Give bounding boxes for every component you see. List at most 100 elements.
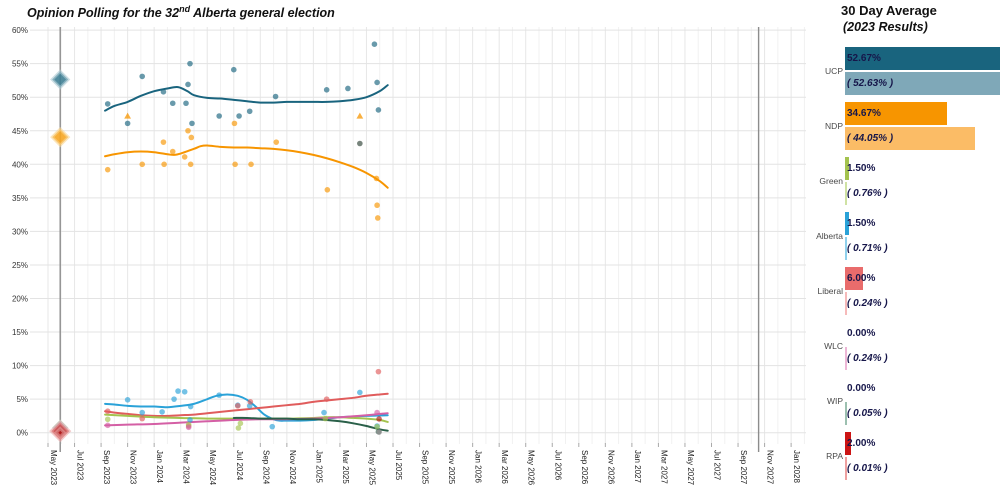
x-tick-label: Nov 2023 [129,450,138,485]
poll-point-ucp [183,100,189,107]
result-diamond-ucp [50,69,71,90]
party-group-green: Green 1.50% ( 0.76% ) [810,157,1000,207]
x-tick-label: May 2027 [686,450,695,486]
poll-point-alberta [159,409,165,415]
poll-point-ndp [373,175,380,182]
x-tick-label: Jul 2026 [553,450,562,481]
poll-point-ndp [188,134,195,141]
x-tick-label: Mar 2024 [182,450,191,484]
x-tick-label: Jan 2027 [633,450,642,483]
party-group-alberta: Alberta 1.50% ( 0.71% ) [810,212,1000,262]
x-tick-label: Mar 2027 [659,450,668,484]
election-result-markers [49,69,72,443]
chart-title-prefix: Opinion Polling for the 32 [27,6,180,21]
poll-points [104,41,382,435]
poll-point-ucp [375,107,382,113]
result-value: ( 52.63% ) [847,78,894,89]
poll-point-alberta [175,388,181,394]
poll-point-alberta [269,423,276,430]
poll-point-ndp [181,154,188,160]
result-value: ( 0.01% ) [847,463,888,474]
x-tick-label: Jan 2025 [314,450,323,483]
x-tick-label: May 2023 [49,450,58,486]
poll-point-liberal [247,399,254,405]
y-tick-label: 55% [12,60,28,69]
x-tick-label: Sep 2027 [739,450,748,485]
x-tick-label: Sep 2024 [261,450,270,485]
average-bar [845,47,1000,70]
x-tick-label: Jul 2024 [235,450,244,481]
poll-point-green [237,420,244,427]
party-label: RPA [826,451,843,461]
poll-point-ndp [160,139,167,145]
poll-point-ndp [104,166,111,173]
x-tick-label: Jul 2025 [394,450,403,481]
average-value: 0.00% [847,383,876,394]
poll-point-green [235,425,242,431]
chart-title: Opinion Polling for the 32nd Alberta gen… [27,4,335,20]
x-tick-label: May 2026 [527,450,536,486]
party-group-rpa: RPA 2.00% ( 0.01% ) [810,432,1000,482]
party-label: UCP [825,66,843,76]
poll-point-wlc [104,422,111,429]
poll-point-ucp [323,87,330,93]
chart-title-ordinal: nd [179,4,191,14]
x-tick-label: May 2024 [208,450,217,486]
x-tick-label: Mar 2026 [500,450,509,484]
x-tick-label: Nov 2026 [606,450,615,485]
poll-point-ucp [139,73,146,80]
gridlines [30,27,806,444]
x-tick-label: Jan 2024 [155,450,164,483]
party-label: Green [819,176,843,186]
poll-point-ndp [324,186,331,193]
average-value: 0.00% [847,328,876,339]
poll-point-ucp [345,85,351,92]
party-group-liberal: Liberal 6.00% ( 0.24% ) [810,267,1000,317]
poll-point-liberal [104,408,111,415]
poll-point-alberta [216,392,222,398]
poll-point-alberta [181,388,188,395]
thirty-day-average-panel: 30 Day Average (2023 Results) UCP 52.67% (… [810,0,1000,500]
poll-point-green [322,415,329,422]
poll-point-wlc [374,409,380,416]
poll-point-alberta [187,403,194,410]
average-bar [845,432,851,455]
trend-line-liberal [104,392,389,418]
poll-point-liberal [139,415,146,422]
poll-point-green [374,423,380,430]
election-date-lines [59,27,760,452]
x-tick-label: Nov 2027 [766,450,775,485]
x-tick-label: May 2025 [367,450,376,486]
chart-title-suffix: Alberta general election [190,6,335,21]
poll-point-alberta [139,409,146,416]
result-value: ( 0.05% ) [847,408,888,419]
x-tick-label: Nov 2025 [447,450,456,485]
average-value: 52.67% [847,53,881,64]
y-tick-label: 15% [12,328,28,337]
poll-point-ucp [246,108,253,115]
y-tick-label: 50% [12,93,28,102]
poll-point-ndp [273,139,280,145]
poll-point-ucp [230,66,237,73]
y-tick-label: 45% [12,127,28,136]
party-group-wip: WIP 0.00% ( 0.05% ) [810,377,1000,427]
y-tick-label: 30% [12,227,28,236]
poll-point-alberta [171,396,177,402]
poll-point-ndp [185,127,191,134]
result-value: ( 0.24% ) [847,353,888,364]
poll-point-ucp [185,81,191,88]
poll-point-green [104,416,111,423]
party-label: NDP [825,121,843,131]
trend-line-ucp [104,84,389,112]
average-value: 1.50% [847,218,876,229]
average-bar [845,267,863,290]
poll-point-ndp [374,202,380,209]
poll-point-ucp [374,79,380,86]
result-value: ( 0.71% ) [847,243,888,254]
result-value: ( 0.24% ) [847,298,888,309]
poll-point-wlc [185,424,192,431]
poll-point-ucp [104,101,111,107]
average-value: 1.50% [847,163,876,174]
poll-point-ndp [161,161,167,168]
